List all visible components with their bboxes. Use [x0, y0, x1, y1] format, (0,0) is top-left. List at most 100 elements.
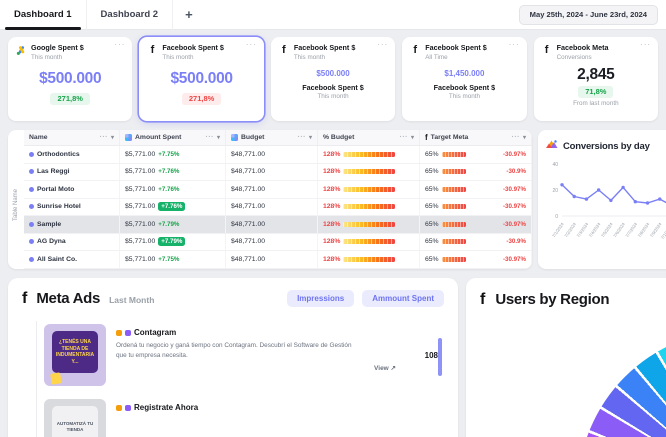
table-row[interactable]: Orthodontics $5,771.00 +7.75% $48,771.00…: [24, 146, 532, 164]
chevron-down-icon[interactable]: ▾: [522, 135, 526, 141]
data-point[interactable]: [658, 197, 662, 201]
budget-heat-bar: [343, 221, 396, 227]
kpi-subtitle: All Time: [425, 53, 448, 61]
google-ads-icon: [15, 44, 27, 56]
column-header-pct-budget[interactable]: % Budget ··· ▾: [318, 130, 420, 145]
conversions-line: [561, 184, 666, 204]
scrollbar[interactable]: [438, 338, 442, 376]
target-delta-value: -30.97%: [502, 220, 526, 228]
row-name: Las Reggi: [37, 168, 70, 176]
table-side-label: Table Name: [13, 189, 19, 222]
column-menu-icon[interactable]: ···: [205, 134, 214, 141]
data-point[interactable]: [560, 183, 564, 187]
kpi-card-facebook-spent-month[interactable]: f Facebook Spent $ This month ··· $500.0…: [270, 37, 396, 121]
ad-brand-name: Registrate Ahora: [134, 403, 199, 412]
chevron-down-icon[interactable]: ▾: [216, 135, 220, 141]
data-point[interactable]: [633, 200, 638, 204]
table-row[interactable]: Las Reggi $5,771.00 +7.76% $48,771.00 12…: [24, 163, 532, 181]
tab-dashboard-2[interactable]: Dashboard 2: [87, 0, 174, 30]
view-link[interactable]: View ↗: [374, 365, 396, 373]
column-header-budget[interactable]: Budget ··· ▾: [226, 130, 318, 145]
impressions-button[interactable]: Impressions: [287, 290, 355, 307]
row-color-dot: [29, 239, 34, 245]
budget-value: $48,771.00: [231, 185, 266, 193]
date-range-button[interactable]: May 25th, 2024 - June 23rd, 2024: [518, 4, 658, 25]
data-point[interactable]: [596, 188, 601, 192]
kpi-value: $500.000: [39, 69, 102, 87]
column-header-name[interactable]: Name ··· ▾: [24, 130, 120, 145]
target-delta-value: -30.97%: [502, 150, 526, 158]
chevron-down-icon[interactable]: ▾: [110, 135, 114, 141]
amount-spent-value: $5,771.00: [125, 203, 156, 211]
table-row[interactable]: Portal Moto $5,771.00 +7.76% $48,771.00 …: [24, 181, 532, 199]
row-color-dot: [29, 186, 34, 192]
y-axis-tick: 40: [552, 162, 558, 168]
ad-thumbnail-text: AUTOMATIZÁ TU TIENDA: [56, 421, 94, 432]
budget-value: $48,771.00: [231, 238, 266, 246]
card-menu-icon[interactable]: ···: [377, 40, 389, 49]
kpi-value: $500.000: [170, 69, 233, 87]
brand-emoji-icon: [116, 404, 122, 411]
row-color-dot: [29, 169, 34, 175]
kpi-delta: 271,8%: [50, 92, 90, 105]
facebook-icon: f: [281, 43, 286, 56]
table-row[interactable]: AG Dyna $5,771.00 +7.79% $48,771.00 128%…: [24, 233, 532, 251]
ad-list-item[interactable]: AUTOMATIZÁ TU TIENDA Registrate Ahora: [8, 392, 458, 437]
chevron-down-icon[interactable]: ▾: [410, 135, 414, 141]
pct-budget-value: 128%: [323, 255, 341, 263]
target-delta-value: -30.97%: [502, 203, 526, 211]
users-by-region-panel: f Users by Region: [466, 278, 666, 437]
data-point[interactable]: [609, 198, 613, 203]
list-divider: [36, 321, 37, 437]
kpi-mini-value: $500.000: [316, 68, 350, 78]
ad-list-item[interactable]: ¿TENÉS UNA TIENDA DE INDUMENTARIA Y... C…: [8, 317, 458, 392]
kpi-footer-title: Facebook Spent $: [433, 82, 496, 92]
amount-spent-value: $5,771.00: [125, 150, 156, 158]
budget-value: $48,771.00: [231, 203, 266, 211]
kpi-footer-subtitle: From last month: [573, 99, 619, 107]
kpi-card-facebook-spent[interactable]: f Facebook Spent $ This month ··· $500.0…: [139, 37, 264, 121]
kpi-card-facebook-spent-alltime[interactable]: f Facebook Spent $ All Time ··· $1,450.0…: [402, 37, 527, 121]
data-point[interactable]: [645, 201, 650, 205]
pct-budget-value: 128%: [323, 220, 341, 228]
table-row[interactable]: Sunrise Hotel $5,771.00 +7.76% $48,771.0…: [24, 198, 532, 216]
budget-heat-bar: [343, 204, 396, 210]
column-menu-icon[interactable]: ···: [511, 134, 520, 141]
card-menu-icon[interactable]: ···: [114, 40, 126, 49]
data-point[interactable]: [621, 185, 625, 190]
target-meta-value: 65%: [425, 168, 439, 176]
chevron-down-icon[interactable]: ▾: [308, 135, 312, 141]
brand-emoji-icon: [116, 329, 122, 336]
kpi-card-facebook-meta-conversions[interactable]: f Facebook Meta Conversions ··· 2,845 71…: [533, 37, 659, 121]
card-menu-icon[interactable]: ···: [640, 40, 652, 49]
target-meta-value: 65%: [425, 220, 439, 228]
kpi-card-google-spent[interactable]: Google Spent $ This month ··· $500.000 2…: [8, 37, 133, 121]
panel-title: Conversions by day: [563, 140, 650, 152]
kpi-title: Facebook Meta: [556, 43, 609, 52]
table-row[interactable]: All Saint Co. $5,771.00 +7.75% $48,771.0…: [24, 251, 532, 269]
amount-spent-button[interactable]: Ammount Spent: [362, 290, 444, 307]
top-tab-bar: Dashboard 1 Dashboard 2 + May 25th, 2024…: [0, 0, 666, 30]
ad-brand-name: Contagram: [134, 328, 177, 337]
column-header-target-meta[interactable]: f Target Meta ··· ▾: [420, 130, 532, 145]
column-header-amount-spent[interactable]: Amount Spent ··· ▾: [120, 130, 226, 145]
data-point[interactable]: [584, 197, 589, 201]
target-heat-bar: [441, 204, 466, 210]
amount-delta-badge: +7.79%: [158, 220, 180, 228]
card-menu-icon[interactable]: ···: [508, 40, 520, 49]
campaigns-table: Table Name Name ··· ▾ Amount Spent ··· ▾…: [8, 130, 532, 269]
row-name: AG Dyna: [37, 238, 66, 246]
row-name: Sunrise Hotel: [37, 203, 81, 211]
region-pie-chart[interactable]: [578, 330, 666, 437]
data-point[interactable]: [572, 194, 576, 199]
card-menu-icon[interactable]: ···: [245, 40, 257, 49]
add-tab-button[interactable]: +: [185, 7, 193, 22]
table-body: Orthodontics $5,771.00 +7.75% $48,771.00…: [24, 146, 532, 269]
tab-dashboard-1[interactable]: Dashboard 1: [0, 0, 87, 30]
column-menu-icon[interactable]: ···: [297, 134, 306, 141]
table-row[interactable]: Sample $5,771.00 +7.79% $48,771.00 128% …: [24, 216, 532, 234]
ad-thumbnail: AUTOMATIZÁ TU TIENDA: [44, 399, 106, 437]
column-menu-icon[interactable]: ···: [99, 134, 108, 141]
column-menu-icon[interactable]: ···: [399, 134, 408, 141]
